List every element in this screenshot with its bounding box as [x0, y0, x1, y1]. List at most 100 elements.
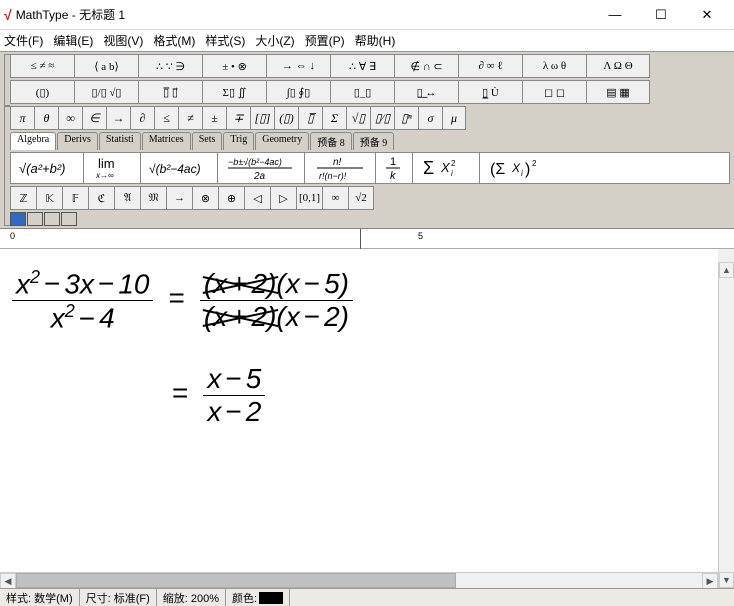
tmpl-over-under[interactable]: ▯̅ ▯⃗ — [138, 80, 202, 104]
tmpl-boxes[interactable]: ▤ ▦ — [586, 80, 650, 104]
sym-otimes[interactable]: ⊗ — [192, 186, 218, 210]
big-sqrt-ab[interactable]: √(a²+b²) — [11, 153, 84, 183]
status-size[interactable]: 尺寸: 标准(F) — [80, 589, 157, 606]
minimize-button[interactable]: — — [592, 0, 638, 30]
close-button[interactable]: ✕ — [684, 0, 730, 30]
sym-A[interactable]: 𝔄 — [114, 186, 140, 210]
menu-help[interactable]: 帮助(H) — [355, 32, 396, 49]
palette-misc[interactable]: ∂ ∞ ℓ — [458, 54, 522, 78]
scroll-right-icon[interactable]: ▶ — [702, 573, 718, 589]
tmpl-sqrt[interactable]: √▯ — [346, 106, 370, 130]
palette-set[interactable]: ∉ ∩ ⊂ — [394, 54, 458, 78]
tmpl-sum[interactable]: Σ▯ ∬ — [202, 80, 266, 104]
maximize-button[interactable]: ☐ — [638, 0, 684, 30]
menu-style[interactable]: 样式(S) — [205, 32, 245, 49]
equation-line-2: = x−5 x−2 — [164, 363, 265, 428]
sym-pm[interactable]: ± — [202, 106, 226, 130]
scroll-thumb[interactable] — [16, 573, 456, 588]
sym-Z[interactable]: ℤ — [10, 186, 36, 210]
palette-arrows[interactable]: → ⇔ ↓ — [266, 54, 330, 78]
sym-le[interactable]: ≤ — [154, 106, 178, 130]
sym-inf[interactable]: ∞ — [58, 106, 82, 130]
sym-arrow[interactable]: → — [106, 106, 130, 130]
minitab-1[interactable] — [10, 212, 26, 226]
sym-pi[interactable]: π — [10, 106, 34, 130]
palette-operators[interactable]: ± • ⊗ — [202, 54, 266, 78]
tmpl-bracket[interactable]: [▯] — [250, 106, 274, 130]
tmpl-accent[interactable]: ▯̲ U̇ — [458, 80, 522, 104]
minitab-3[interactable] — [44, 212, 60, 226]
sym-theta[interactable]: θ — [34, 106, 58, 130]
tmpl-underbar[interactable]: ▯͟ ↔ — [394, 80, 458, 104]
status-style[interactable]: 样式: 数学(M) — [0, 589, 80, 606]
tmpl-paren[interactable]: (▯) — [274, 106, 298, 130]
sym-tri-l[interactable]: ◁ — [244, 186, 270, 210]
sym-in[interactable]: ∈ — [82, 106, 106, 130]
sym-sigma[interactable]: σ — [418, 106, 442, 130]
tmpl-subscript[interactable]: ▯_▯ — [330, 80, 394, 104]
status-zoom[interactable]: 缩放: 200% — [157, 589, 226, 606]
menu-size[interactable]: 大小(Z) — [255, 32, 294, 49]
big-sum-xi2[interactable]: ΣX2i — [413, 153, 480, 183]
sym-F[interactable]: 𝔽 — [62, 186, 88, 210]
minitab-2[interactable] — [27, 212, 43, 226]
tmpl-frac-radical[interactable]: ▯/▯ √▯ — [74, 80, 138, 104]
menu-view[interactable]: 视图(V) — [103, 32, 143, 49]
tab-preset-9[interactable]: 预备 9 — [353, 132, 395, 150]
sym-inf2[interactable]: ∞ — [322, 186, 348, 210]
palette-greek-u[interactable]: Λ Ω Θ — [586, 54, 650, 78]
palette-relations[interactable]: ≤ ≠ ≈ — [10, 54, 74, 78]
sym-tri-r[interactable]: ▷ — [270, 186, 296, 210]
tab-preset-8[interactable]: 预备 8 — [310, 132, 352, 150]
tab-algebra[interactable]: Algebra — [10, 132, 56, 150]
big-discriminant[interactable]: √(b²−4ac) — [141, 153, 218, 183]
status-color[interactable]: 颜色: — [226, 589, 290, 606]
tmpl-fence[interactable]: (▯) — [10, 80, 74, 104]
sym-oplus[interactable]: ⊕ — [218, 186, 244, 210]
tmpl-integral[interactable]: ∫▯ ∮▯ — [266, 80, 330, 104]
horizontal-ruler[interactable]: 0 5 — [0, 229, 734, 249]
menu-edit[interactable]: 编辑(E) — [53, 32, 93, 49]
menu-file[interactable]: 文件(F) — [4, 32, 43, 49]
sym-interval[interactable]: [0,1] — [296, 186, 322, 210]
menu-prefs[interactable]: 预置(P) — [305, 32, 345, 49]
tab-derivs[interactable]: Derivs — [57, 132, 98, 150]
scroll-left-icon[interactable]: ◀ — [0, 573, 16, 589]
sym-to[interactable]: → — [166, 186, 192, 210]
tab-sets[interactable]: Sets — [192, 132, 223, 150]
sym-mp[interactable]: ∓ — [226, 106, 250, 130]
palette-greek-l[interactable]: λ ω θ — [522, 54, 586, 78]
sym-mu[interactable]: μ — [442, 106, 466, 130]
big-quadratic[interactable]: −b±√(b²−4ac)2a — [218, 153, 305, 183]
tab-statistics[interactable]: Statisti — [99, 132, 141, 150]
scroll-up-icon[interactable]: ▲ — [719, 262, 734, 278]
big-sum-xi-sq[interactable]: (ΣXi)2 — [480, 153, 552, 183]
menu-format[interactable]: 格式(M) — [153, 32, 195, 49]
minitab-4[interactable] — [61, 212, 77, 226]
palette-dots[interactable]: ∴ ∵ ∋ — [138, 54, 202, 78]
palette-logic[interactable]: ∴ ∀ ∃ — [330, 54, 394, 78]
equation-canvas[interactable]: x2−3x−10 x2−4 = (x+2)(x−5) (x+2)(x−2) = … — [0, 249, 734, 579]
sym-sqrt2[interactable]: √2 — [348, 186, 374, 210]
sym-C[interactable]: ℭ — [88, 186, 114, 210]
ruler-mark-0: 0 — [10, 231, 15, 241]
sym-partial[interactable]: ∂ — [130, 106, 154, 130]
tmpl-frac[interactable]: ▯⁄▯ — [370, 106, 394, 130]
tab-geometry[interactable]: Geometry — [255, 132, 309, 150]
vertical-scrollbar[interactable]: ▲ ▼ — [718, 262, 734, 588]
sym-ne[interactable]: ≠ — [178, 106, 202, 130]
tmpl-bigsum[interactable]: Σ — [322, 106, 346, 130]
sym-K[interactable]: 𝕂 — [36, 186, 62, 210]
big-lim[interactable]: limx→∞ — [84, 153, 141, 183]
big-one-over-k[interactable]: 1k — [376, 153, 413, 183]
tmpl-matrix[interactable]: ◻ ◻ — [522, 80, 586, 104]
tab-matrices[interactable]: Matrices — [142, 132, 191, 150]
tab-trig[interactable]: Trig — [223, 132, 254, 150]
tmpl-bar[interactable]: ▯̅ — [298, 106, 322, 130]
tmpl-sup[interactable]: ▯ⁿ — [394, 106, 418, 130]
horizontal-scrollbar[interactable]: ◀ ▶ — [0, 572, 718, 588]
scroll-down-icon[interactable]: ▼ — [719, 572, 734, 588]
sym-M[interactable]: 𝔐 — [140, 186, 166, 210]
big-combination[interactable]: n!r!(n−r)! — [305, 153, 376, 183]
palette-spaces[interactable]: ⟨ a b⟩ — [74, 54, 138, 78]
